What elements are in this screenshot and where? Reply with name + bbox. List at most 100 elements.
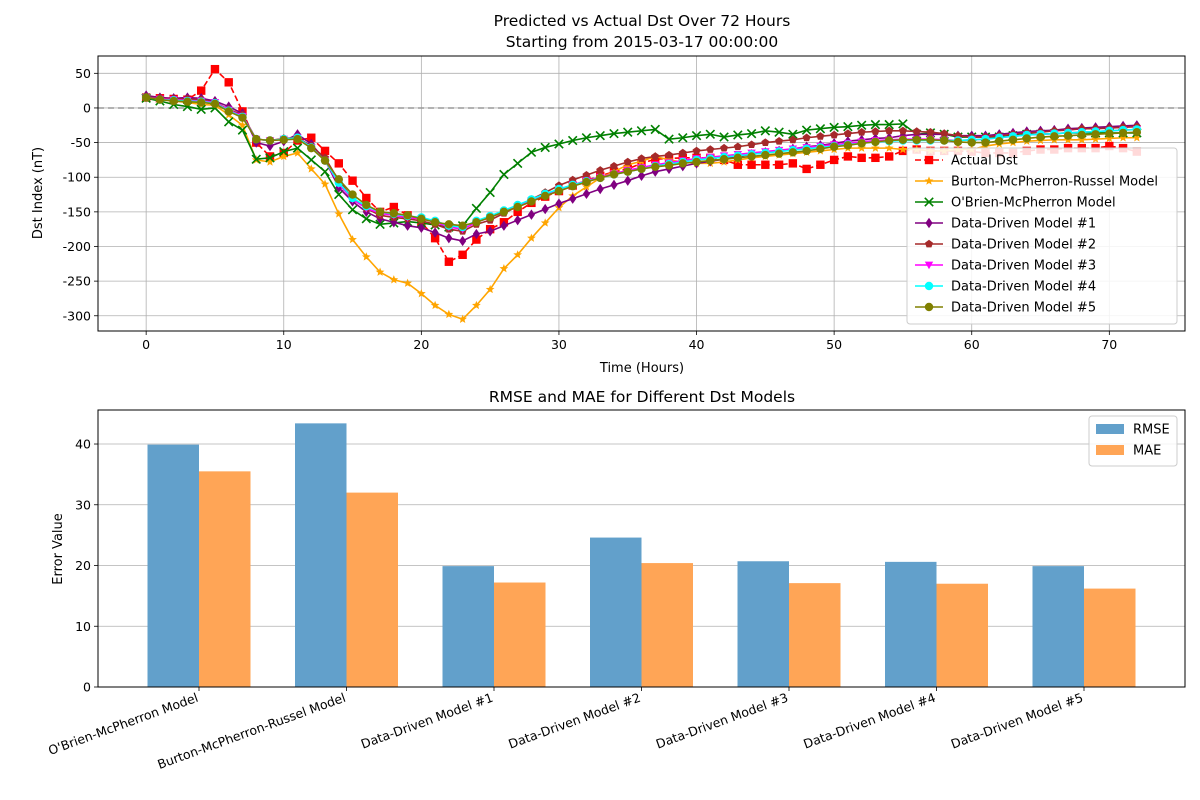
- data-point: [265, 153, 275, 163]
- data-point: [637, 164, 646, 174]
- data-point: [692, 157, 701, 167]
- data-point: [815, 123, 826, 134]
- data-point: [610, 179, 618, 191]
- data-point: [706, 156, 715, 165]
- data-point: [1118, 128, 1128, 138]
- data-point: [774, 160, 784, 169]
- data-point: [210, 64, 220, 74]
- data-point: [871, 137, 880, 147]
- data-point: [265, 157, 275, 166]
- data-point: [499, 264, 509, 273]
- legend-label: MAE: [1133, 444, 1161, 459]
- data-point: [1036, 132, 1045, 142]
- data-point: [196, 104, 206, 115]
- data-point: [843, 141, 853, 150]
- y-tick-label: 0: [83, 100, 91, 115]
- data-point: [788, 148, 798, 157]
- bar-mae: [1084, 588, 1136, 687]
- data-point: [747, 152, 756, 161]
- data-point: [1063, 131, 1073, 140]
- data-point: [540, 218, 550, 227]
- data-point: [265, 136, 275, 145]
- data-point: [595, 130, 605, 141]
- data-point: [306, 164, 316, 173]
- data-point: [898, 135, 908, 145]
- data-point: [238, 120, 247, 129]
- bar-chart-y-ticks: 0 10 20 30 40: [75, 437, 98, 695]
- data-point: [458, 314, 467, 323]
- data-point: [678, 132, 688, 143]
- data-point: [596, 173, 605, 183]
- y-tick-label: 20: [75, 558, 91, 573]
- data-point: [431, 227, 439, 238]
- data-point: [1132, 127, 1142, 137]
- data-point: [1091, 134, 1100, 143]
- data-point: [307, 143, 316, 153]
- legend-box: [906, 147, 1178, 325]
- y-tick-label: -300: [63, 308, 91, 323]
- legend-marker: [925, 239, 933, 248]
- y-tick-label: 10: [75, 619, 91, 634]
- legend-marker: [924, 155, 934, 165]
- data-point: [361, 252, 371, 261]
- bar-rmse: [737, 561, 789, 687]
- bar-mae: [199, 471, 251, 687]
- data-point: [513, 207, 522, 217]
- legend-swatch: [1096, 445, 1124, 455]
- data-point: [526, 147, 537, 158]
- data-point: [238, 113, 247, 122]
- legend-label: Burton-McPherron-Russel Model: [951, 175, 1158, 190]
- data-point: [471, 203, 482, 214]
- data-point: [816, 144, 825, 154]
- data-point: [514, 214, 522, 226]
- data-point: [582, 188, 591, 200]
- data-point: [802, 133, 811, 142]
- data-point: [196, 98, 206, 107]
- data-point: [802, 164, 811, 174]
- data-point: [348, 190, 357, 199]
- data-point: [582, 182, 591, 191]
- data-point: [624, 175, 632, 186]
- data-point: [499, 169, 509, 180]
- data-point: [884, 152, 894, 161]
- legend-marker: [925, 217, 933, 229]
- data-point: [485, 213, 495, 222]
- data-point: [541, 203, 549, 215]
- data-point: [609, 161, 618, 170]
- data-point: [472, 300, 481, 310]
- data-point: [485, 187, 495, 198]
- bar-rmse: [295, 423, 347, 687]
- data-point: [761, 150, 770, 160]
- data-point: [912, 127, 921, 135]
- x-tick-label: 40: [689, 337, 705, 352]
- data-point: [375, 267, 385, 276]
- data-point: [527, 197, 536, 206]
- data-point: [884, 119, 894, 130]
- legend-label: Data-Driven Model #1: [951, 217, 1096, 232]
- data-point: [527, 233, 536, 242]
- data-point: [334, 189, 344, 200]
- data-point: [389, 202, 399, 212]
- y-tick-label: -150: [63, 204, 91, 219]
- y-tick-label: 30: [75, 497, 91, 512]
- data-point: [856, 120, 867, 131]
- data-point: [843, 129, 852, 137]
- data-point: [609, 170, 619, 179]
- data-point: [348, 234, 357, 244]
- data-point: [857, 139, 866, 148]
- data-point: [623, 157, 632, 166]
- data-point: [417, 222, 425, 233]
- legend-label: RMSE: [1133, 423, 1170, 438]
- data-point: [1132, 133, 1142, 142]
- data-point: [444, 220, 454, 229]
- bar-mae: [936, 583, 988, 687]
- data-point: [636, 126, 647, 136]
- data-point: [472, 218, 481, 227]
- data-point: [678, 159, 687, 168]
- bar-rmse: [147, 444, 199, 688]
- line-chart-y-ticks: -300 -250 -200 -150 -100 -50 0 50: [63, 66, 98, 323]
- data-point: [320, 166, 330, 177]
- data-point: [361, 214, 372, 224]
- data-point: [967, 138, 976, 147]
- data-point: [733, 142, 742, 151]
